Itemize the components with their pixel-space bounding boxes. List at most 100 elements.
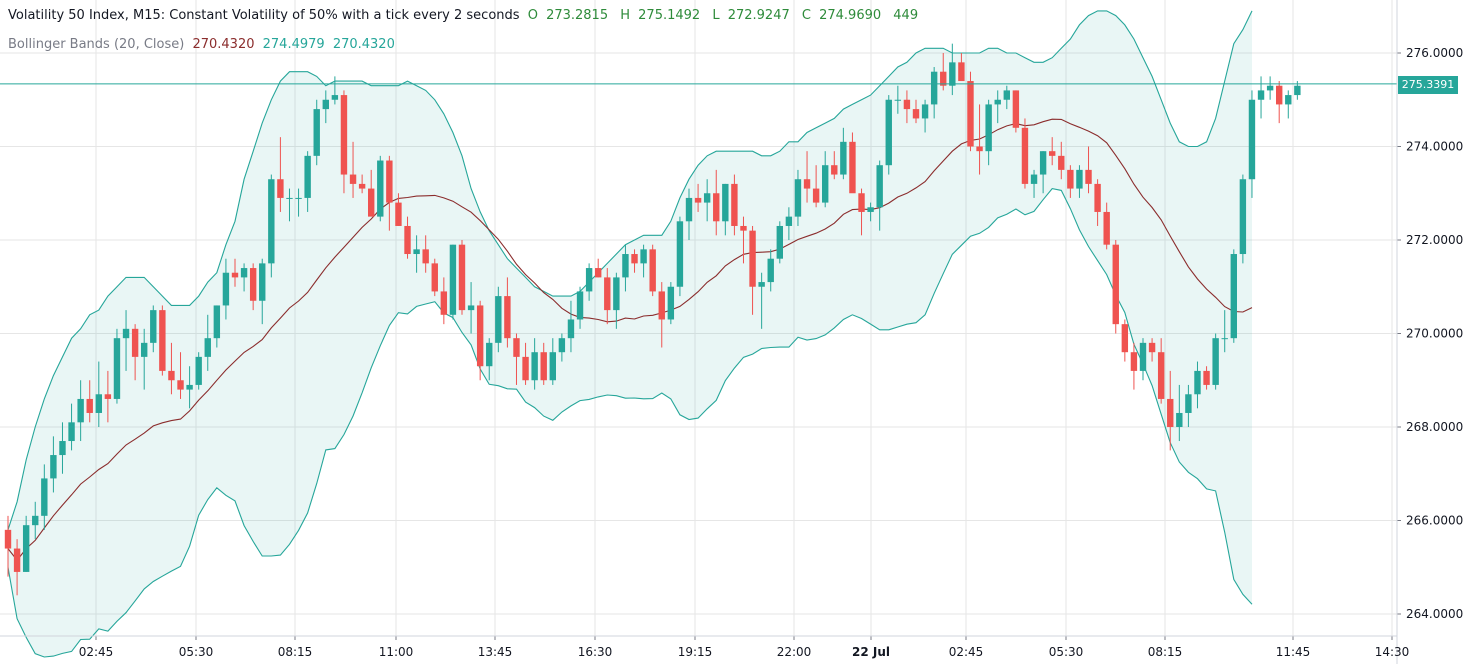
candle-body [1039,151,1047,175]
ohlc-low: L 272.9247 [712,8,793,23]
candle-body [840,141,847,175]
candle-body [1139,342,1147,371]
candle [404,216,411,259]
candle-body [604,277,611,311]
candle [976,104,983,175]
candle [849,132,856,194]
candle-body [622,254,629,278]
candle [358,174,366,194]
open-value: 273.2815 [546,8,609,23]
candle [1212,333,1219,390]
candle [395,193,402,226]
candle [458,240,466,315]
candle [231,258,239,287]
candle [467,282,475,334]
indicator-legend[interactable]: Bollinger Bands (20, Close) 270.4320 274… [8,37,399,52]
candle-body [68,422,75,442]
candle-body [531,352,538,381]
candle [722,183,729,236]
candle-body [249,268,257,301]
candle [213,305,221,348]
open-label: O [527,8,538,23]
candle [1266,76,1274,100]
candle [504,277,511,348]
indicator-name: Bollinger Bands (20, Close) [8,37,185,52]
candle [295,188,302,217]
candle-body [1012,90,1020,128]
candle [86,380,93,423]
candle-body [785,216,793,226]
price-axis[interactable]: 276.0000 274.0000 272.0000 270.0000 268.0000… [1396,0,1463,664]
candle-body [131,328,139,357]
candle [1148,338,1156,362]
candle [322,90,329,124]
x-tick-label: 11:45 [1276,645,1311,659]
time-axis[interactable]: 02:45 05:30 08:15 11:00 13:45 16:30 19:15 22:00… [0,635,1409,659]
candle-body [1257,90,1265,100]
candle-body [1176,412,1183,427]
candle-body [431,263,438,292]
candle [558,333,566,362]
candle [822,151,829,208]
candle [249,263,257,311]
candle [349,141,357,198]
candle-body [1030,174,1038,184]
close-label: C [801,8,811,23]
candle [13,539,21,596]
candle [368,169,375,217]
candle [476,300,484,381]
candle-body [831,165,838,175]
candle [4,515,12,577]
candle-body [259,263,266,301]
candle [413,235,420,273]
candle-body [1130,352,1138,371]
candle-body [1003,90,1010,100]
last-price-tag: 275.3391 [1398,76,1458,94]
candle [549,338,556,385]
candle [713,169,720,236]
candle [694,183,702,212]
candle-body [1212,338,1219,385]
candle [731,174,738,236]
close-value: 274.9690 [819,8,882,23]
candle [50,436,57,493]
candle-body [41,478,48,516]
candle [159,305,166,376]
candle [1103,202,1110,250]
candle [1285,90,1292,119]
candle-body [1076,169,1083,189]
candle-body [168,370,175,381]
candle [1049,137,1056,166]
candle [168,342,175,395]
candle [1076,165,1083,198]
candle [22,515,30,572]
candle [1139,338,1147,381]
candle [122,310,130,371]
indicator-upper-value: 274.4979 [262,37,325,52]
candle-body [422,249,429,264]
candle-body [649,249,656,292]
candle [113,328,121,404]
candle-body [1094,183,1101,212]
candle-body [776,225,783,259]
candle-body [803,179,811,189]
candle [141,328,148,390]
candle [1130,342,1138,390]
candle-body [949,62,956,86]
candle [930,67,938,119]
candle [703,179,711,222]
candle-body [985,104,992,152]
candle-body [1167,398,1174,427]
candle [1067,165,1074,198]
x-tick-label: 16:30 [578,645,613,659]
candle [422,235,429,273]
candle [1003,85,1010,110]
candle-body [386,160,393,203]
candle-body [849,141,856,194]
x-tick-label: 08:15 [1148,645,1183,659]
candle-body [722,183,729,222]
candle [1221,310,1228,353]
candle [1203,366,1210,390]
candle [522,342,529,385]
